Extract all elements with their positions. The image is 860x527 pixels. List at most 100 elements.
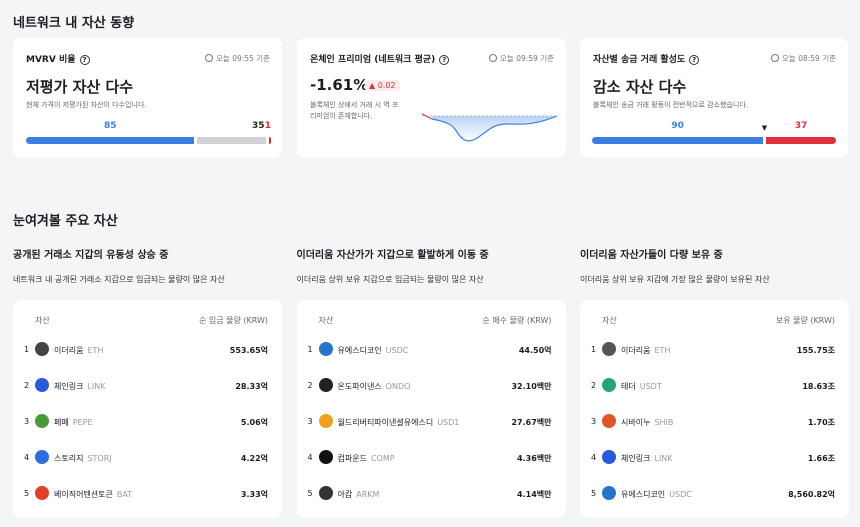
sparkline — [422, 113, 557, 142]
help-icon[interactable]: ? — [689, 54, 700, 65]
section-title: 눈여겨볼 주요 자산 — [13, 214, 118, 229]
desc: 현재 가격이 저평가된 자산이 다수입니다. — [26, 101, 147, 109]
headline: 감소 자산 다수 — [593, 78, 687, 96]
table-row[interactable]: 5 베이직어텐션토큰 BAT 3.33억 — [13, 485, 282, 505]
change: 0.02 — [377, 81, 396, 90]
value: 44.50억 — [518, 346, 552, 355]
asset-icon — [602, 450, 616, 464]
asset: 온도파이낸스 ONDO — [338, 381, 411, 392]
time: 오늘 09:55 기준 — [205, 53, 270, 64]
card-title: MVRV 비율? — [26, 52, 90, 65]
ticker: USDC — [385, 346, 409, 355]
asset: 이더리움 ETH — [621, 345, 670, 356]
asset-icon — [318, 486, 333, 500]
table-row[interactable]: 1 이더리움 ETH 155.75조 — [580, 341, 849, 361]
ticker: USDC — [669, 490, 692, 499]
asset-name: 체인링크 — [621, 454, 651, 463]
asset: 유에스디코인 USDC — [621, 489, 692, 500]
rank: 5 — [24, 489, 30, 498]
asset-icon — [318, 450, 333, 464]
value: 27.67백만 — [511, 418, 552, 427]
rank: 2 — [307, 381, 313, 390]
asset-icon — [35, 486, 49, 500]
asset: 베이직어텐션토큰 BAT — [54, 489, 132, 500]
value: 3.33억 — [240, 490, 268, 499]
table-header: 순 매수 물량 (KRW) — [482, 316, 552, 325]
rank: 2 — [591, 381, 597, 390]
table-row[interactable]: 4 체인링크 LINK 1.66조 — [580, 449, 849, 469]
value: 32.10백만 — [511, 382, 552, 391]
headline: 저평가 자산 다수 — [26, 78, 134, 96]
value: 8,560.82억 — [788, 490, 835, 499]
table-row[interactable]: 3 월드리버티파이낸셜유에스디 USD1 27.67백만 — [297, 413, 566, 433]
asset-name: 체인링크 — [54, 382, 84, 391]
asset-icon — [602, 378, 616, 392]
ticker: STORJ — [87, 454, 112, 463]
rank: 3 — [24, 417, 30, 426]
bar: 90 37 ▼ — [592, 38, 836, 148]
asset-name: 페페 — [54, 418, 69, 427]
ticker: ONDO — [385, 382, 411, 391]
change-badge: ▲ 0.02 — [365, 80, 400, 91]
table-row[interactable]: 3 시바이누 SHIB 1.70조 — [580, 413, 849, 433]
value: 4.36백만 — [517, 454, 552, 463]
table-header: 자산 — [318, 316, 334, 325]
rank: 3 — [591, 417, 597, 426]
asset-name: 이더리움 — [621, 346, 651, 355]
table-row[interactable]: 1 유에스디코인 USDC 44.50억 — [297, 341, 566, 361]
table-header: 자산 — [602, 316, 617, 325]
ticker: LINK — [654, 454, 673, 463]
card-title: 온체인 프리미엄 (네트워크 평균)? — [310, 52, 450, 65]
ticker: ARKM — [356, 490, 380, 499]
table-header: 보유 물량 (KRW) — [775, 316, 835, 325]
asset-name: 스토리지 — [54, 454, 84, 463]
card: 자산별 송금 거래 활성도? 오늘 08:59 기준 감소 자산 다수 블록체인… — [580, 38, 848, 158]
asset-icon — [35, 342, 49, 356]
card: 온체인 프리미엄 (네트워크 평균)? 오늘 09:59 기준 -1.61% ▲… — [297, 38, 566, 158]
bar-segment — [196, 137, 267, 144]
table-card: 자산 순 매수 물량 (KRW) 1 유에스디코인 USDC 44.50억 2 온도파이낸스 O… — [296, 300, 566, 518]
headline: -1.61% — [310, 76, 369, 94]
table-row[interactable]: 2 테더 USDT 18.63조 — [580, 377, 849, 397]
asset-icon — [35, 378, 49, 392]
table-row[interactable]: 5 아캄 ARKM 4.14백만 — [297, 485, 566, 505]
table-row[interactable]: 4 스토리지 STORJ 4.22억 — [13, 449, 282, 469]
card-title: 자산별 송금 거래 활성도? — [593, 52, 700, 65]
desc: 블록체인 상에서 거래 시 역 프리미엄이 존재합니다. — [310, 101, 399, 120]
table-row[interactable]: 2 온도파이낸스 ONDO 32.10백만 — [297, 377, 566, 397]
table-row[interactable]: 1 이더리움 ETH 553.65억 — [13, 341, 282, 361]
table-header: 순 입금 물량 (KRW) — [198, 316, 268, 325]
rank: 2 — [24, 381, 30, 390]
help-icon[interactable]: ? — [439, 54, 450, 65]
asset-name: 유에스디코인 — [337, 346, 382, 355]
column-title: 이더리움 자산가가 지갑으로 활발하게 이동 중 — [296, 250, 489, 261]
card: MVRV 비율? 오늘 09:55 기준 저평가 자산 다수 현재 가격이 저평… — [13, 38, 282, 158]
bar-segment — [269, 137, 271, 144]
asset: 스토리지 STORJ — [54, 453, 112, 464]
table-row[interactable]: 5 유에스디코인 USDC 8,560.82억 — [580, 485, 849, 505]
asset-name: 월드리버티파이낸셜유에스디 — [337, 418, 434, 427]
table-row[interactable]: 4 컴파운드 COMP 4.36백만 — [297, 449, 566, 469]
asset: 유에스디코인 USDC — [338, 345, 409, 356]
desc: 블록체인 송금 거래 활동이 전반적으로 감소했습니다. — [593, 101, 749, 109]
bar-segment — [592, 137, 763, 144]
help-icon[interactable]: ? — [79, 54, 90, 65]
asset-icon — [35, 450, 49, 464]
value: 553.65억 — [229, 346, 268, 355]
title-text: 자산별 송금 거래 활성도 — [593, 55, 686, 65]
ticker: LINK — [87, 382, 106, 391]
value: 4.22억 — [240, 454, 268, 463]
table-row[interactable]: 3 페페 PEPE 5.06억 — [13, 413, 282, 433]
ticker: SHIB — [654, 418, 674, 427]
bar-label: 85 — [103, 121, 117, 131]
asset-icon — [602, 486, 616, 500]
title-text: 온체인 프리미엄 (네트워크 평균) — [310, 55, 436, 65]
ticker: USDT — [639, 382, 662, 391]
asset-icon — [318, 342, 333, 356]
asset-icon — [318, 414, 333, 428]
table-card: 자산 보유 물량 (KRW) 1 이더리움 ETH 155.75조 2 테더 USDT 18.63… — [580, 300, 849, 518]
value: 155.75조 — [796, 346, 835, 355]
table-row[interactable]: 2 체인링크 LINK 28.33억 — [13, 377, 282, 397]
value: 1.70조 — [807, 418, 835, 427]
